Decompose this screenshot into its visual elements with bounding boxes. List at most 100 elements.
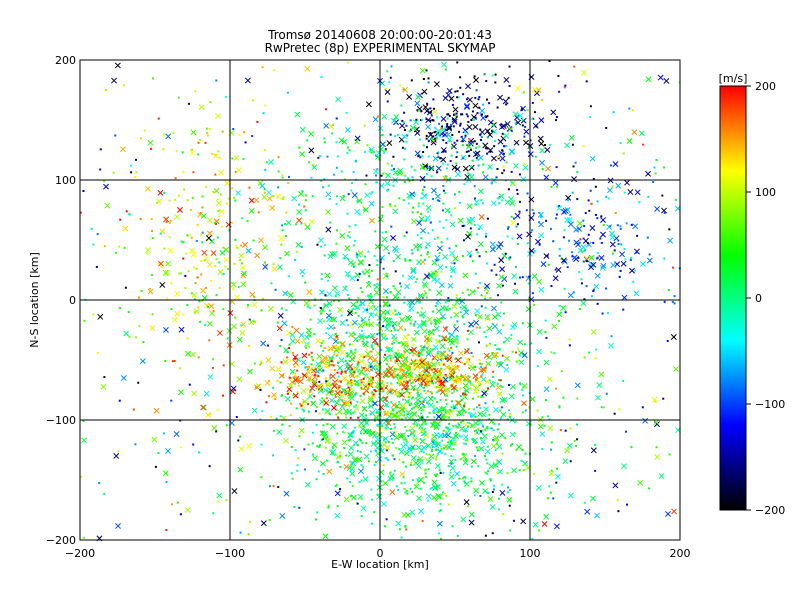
data-point	[476, 313, 483, 320]
data-point	[629, 258, 632, 261]
data-point	[437, 411, 440, 414]
data-point	[571, 255, 574, 258]
data-point	[463, 404, 466, 407]
data-point	[421, 155, 424, 158]
data-point	[171, 316, 178, 323]
data-point	[406, 413, 409, 416]
data-point	[468, 138, 471, 141]
data-point	[446, 163, 449, 166]
data-point	[434, 277, 441, 284]
data-point	[409, 463, 412, 466]
data-point	[189, 209, 192, 212]
data-point	[353, 239, 356, 242]
data-point	[200, 273, 203, 276]
data-point	[492, 381, 495, 384]
data-point	[381, 236, 388, 243]
data-point	[489, 503, 496, 510]
data-point	[390, 168, 393, 171]
data-point	[492, 400, 495, 403]
data-point	[441, 377, 444, 380]
data-point	[459, 76, 462, 79]
data-point	[374, 230, 377, 233]
data-point	[362, 476, 369, 483]
data-point	[444, 128, 447, 131]
data-point	[596, 200, 599, 203]
data-point	[188, 102, 191, 105]
data-point	[400, 482, 403, 485]
data-point	[207, 374, 214, 380]
data-point	[624, 258, 627, 261]
data-point	[382, 172, 385, 175]
data-point	[393, 426, 396, 429]
data-point	[99, 168, 102, 171]
colorbar-tick-label: 200	[755, 80, 776, 93]
data-point	[610, 335, 613, 338]
data-point	[428, 402, 434, 409]
data-point	[120, 375, 127, 381]
data-point	[553, 352, 556, 355]
data-point	[357, 493, 364, 500]
data-point	[410, 397, 413, 400]
data-point	[423, 186, 426, 189]
data-point	[457, 217, 464, 224]
data-point	[675, 198, 678, 201]
data-point	[229, 390, 232, 393]
data-point	[436, 352, 439, 355]
data-point	[364, 417, 367, 420]
data-point	[385, 418, 388, 421]
data-point	[205, 235, 212, 242]
data-point	[302, 338, 305, 341]
data-point	[425, 392, 428, 395]
data-point	[476, 449, 479, 452]
data-point	[398, 458, 401, 461]
data-point	[363, 355, 366, 358]
data-point	[374, 243, 381, 250]
data-point	[424, 423, 427, 426]
data-point	[482, 425, 485, 428]
data-point	[373, 305, 376, 308]
data-point	[633, 248, 640, 255]
data-point	[458, 190, 461, 193]
data-point	[372, 151, 375, 154]
data-point	[528, 406, 531, 409]
data-point	[425, 384, 428, 387]
data-point	[432, 373, 439, 380]
data-point	[431, 167, 434, 170]
data-point	[467, 140, 474, 147]
data-point	[400, 375, 403, 378]
data-point	[474, 442, 477, 445]
data-point	[452, 255, 459, 262]
data-point	[445, 131, 452, 138]
data-point	[368, 312, 375, 319]
data-point	[403, 111, 406, 114]
data-point	[287, 382, 294, 389]
data-point	[469, 381, 472, 384]
data-point	[480, 138, 483, 141]
data-point	[532, 521, 539, 528]
data-point	[391, 117, 397, 124]
data-point	[473, 319, 480, 326]
data-point	[238, 252, 245, 259]
data-point	[120, 146, 126, 153]
data-point	[351, 182, 354, 185]
data-point	[523, 468, 526, 471]
data-point	[417, 205, 420, 208]
data-point	[329, 384, 332, 387]
data-point	[323, 122, 330, 129]
data-point	[447, 464, 450, 467]
data-point	[327, 348, 330, 351]
data-point	[395, 391, 398, 394]
data-point	[378, 322, 381, 325]
data-point	[318, 289, 325, 296]
data-point	[489, 241, 496, 248]
data-point	[472, 408, 475, 411]
data-point	[186, 234, 189, 237]
data-point	[490, 269, 493, 272]
data-point	[470, 383, 473, 386]
data-point	[398, 197, 401, 200]
data-point	[218, 208, 225, 215]
data-point	[286, 386, 293, 393]
data-point	[443, 434, 446, 437]
data-point	[415, 444, 422, 451]
data-point	[639, 260, 646, 267]
